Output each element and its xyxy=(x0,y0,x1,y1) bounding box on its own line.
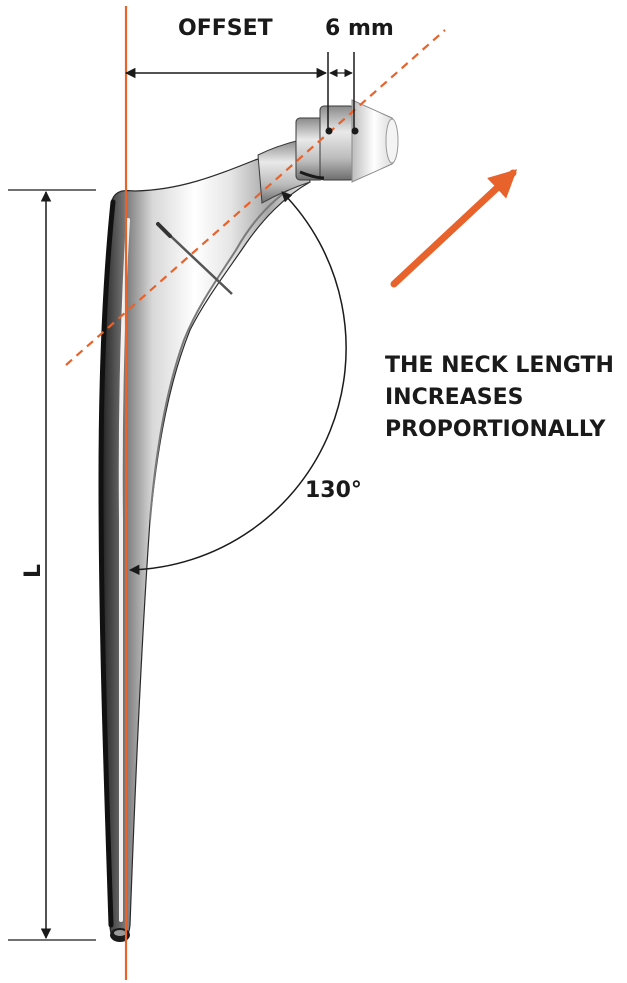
arrow-up-right-icon xyxy=(390,169,518,288)
stem-left-edge xyxy=(98,199,116,928)
neck-length-note: THE NECK LENGTH INCREASES PROPORTIONALLY xyxy=(385,353,614,442)
length-dimension xyxy=(8,189,96,941)
head-center-marker xyxy=(325,127,333,135)
neck-step xyxy=(319,105,355,181)
length-label: L xyxy=(21,564,46,578)
stem-shine xyxy=(118,218,130,922)
neck-shaft-angle-arc xyxy=(128,191,347,575)
note-line-1: THE NECK LENGTH xyxy=(385,353,614,378)
note-line-2: INCREASES xyxy=(385,385,523,410)
hip-stem-implant xyxy=(98,99,399,942)
offset-dimension xyxy=(124,52,359,135)
head-center-marker xyxy=(351,127,359,135)
angle-label: 130° xyxy=(305,478,362,503)
offset-label: OFFSET xyxy=(178,16,273,41)
neck-increment-label: 6 mm xyxy=(325,16,394,41)
note-line-3: PROPORTIONALLY xyxy=(385,417,606,442)
